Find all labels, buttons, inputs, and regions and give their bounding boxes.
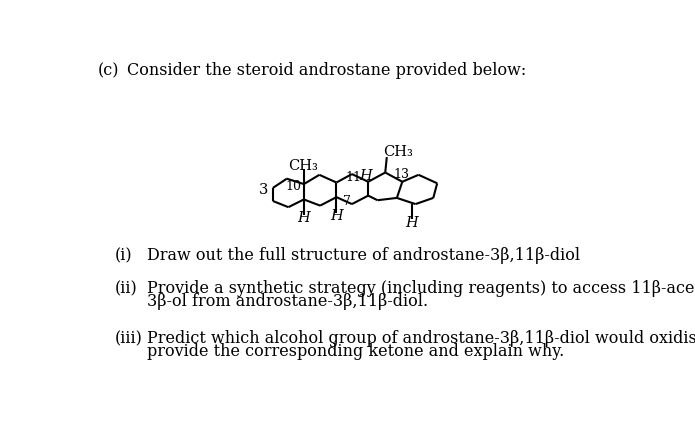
- Text: 13: 13: [393, 168, 409, 181]
- Text: 3: 3: [259, 183, 268, 197]
- Text: Draw out the full structure of androstane-3β,11β-diol: Draw out the full structure of androstan…: [147, 247, 580, 264]
- Text: H: H: [297, 211, 310, 225]
- Text: H: H: [405, 216, 418, 229]
- Text: provide the corresponding ketone and explain why.: provide the corresponding ketone and exp…: [147, 343, 564, 361]
- Text: (iii): (iii): [115, 330, 142, 347]
- Text: 3β-ol from androstane-3β,11β-diol.: 3β-ol from androstane-3β,11β-diol.: [147, 293, 427, 311]
- Text: CH₃: CH₃: [288, 159, 318, 173]
- Text: H: H: [359, 169, 371, 183]
- Text: Consider the steroid androstane provided below:: Consider the steroid androstane provided…: [127, 62, 526, 79]
- Text: CH₃: CH₃: [383, 145, 413, 159]
- Text: 11: 11: [345, 171, 361, 184]
- Text: Predict which alcohol group of androstane-3β,11β-diol would oxidise faster to: Predict which alcohol group of androstan…: [147, 330, 695, 347]
- Text: H: H: [330, 209, 343, 223]
- Text: 7: 7: [343, 194, 350, 207]
- Text: Provide a synthetic strategy (including reagents) to access 11β-acetoxyandrostan: Provide a synthetic strategy (including …: [147, 280, 695, 297]
- Text: (i): (i): [115, 247, 133, 264]
- Text: (ii): (ii): [115, 280, 138, 297]
- Text: 10: 10: [285, 180, 301, 193]
- Text: (c): (c): [98, 62, 120, 79]
